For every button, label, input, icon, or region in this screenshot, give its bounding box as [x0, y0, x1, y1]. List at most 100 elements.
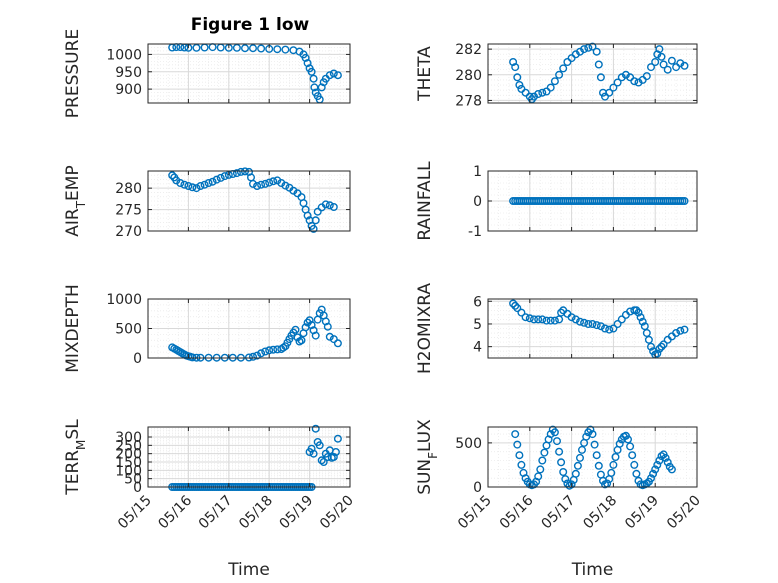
- data-point: [563, 58, 572, 67]
- data-point: [168, 171, 177, 180]
- data-point: [325, 332, 334, 341]
- data-point: [511, 63, 520, 72]
- data-point: [592, 321, 601, 330]
- data-point: [559, 64, 568, 73]
- data-point: [590, 440, 599, 449]
- data-markers: [168, 305, 342, 362]
- data-point: [248, 44, 257, 53]
- y-tick-label: 5: [473, 317, 482, 333]
- data-point: [204, 178, 213, 187]
- data-point: [534, 89, 543, 98]
- y-tick-label: 1000: [106, 47, 142, 63]
- data-point: [176, 178, 185, 187]
- y-tick-label: 270: [115, 224, 142, 240]
- subplot-2: 278 280 282 THETA: [415, 42, 698, 109]
- data-point: [613, 320, 622, 329]
- y-axis-label: THETA: [415, 46, 435, 102]
- data-point: [307, 444, 316, 453]
- data-point: [647, 342, 656, 351]
- data-point: [586, 425, 595, 434]
- data-point: [212, 175, 221, 184]
- data-point: [550, 316, 559, 325]
- data-point: [513, 73, 522, 82]
- data-point: [517, 308, 526, 317]
- axes-box: [487, 426, 698, 488]
- y-tick-label: 950: [115, 65, 142, 81]
- data-point: [281, 181, 290, 190]
- data-point: [240, 44, 249, 53]
- data-point: [236, 167, 245, 176]
- data-point: [315, 441, 324, 450]
- data-point: [188, 183, 197, 192]
- data-point: [513, 440, 522, 449]
- data-point: [319, 458, 328, 467]
- data-point: [634, 308, 643, 317]
- axes-box: [487, 43, 698, 104]
- data-point: [511, 430, 520, 439]
- data-point: [584, 320, 593, 329]
- data-point: [329, 69, 338, 78]
- data-point: [265, 178, 274, 187]
- data-point: [640, 322, 649, 331]
- data-point: [309, 74, 318, 83]
- data-point: [265, 346, 274, 355]
- data-point: [269, 345, 278, 354]
- axes-box: [147, 43, 351, 104]
- data-point: [323, 322, 332, 331]
- y-tick-label: 300: [115, 430, 142, 446]
- data-point: [613, 78, 622, 87]
- data-point: [536, 465, 545, 474]
- data-point: [329, 335, 338, 344]
- data-point: [672, 63, 681, 72]
- y-tick-label: 275: [115, 203, 142, 219]
- data-point: [200, 180, 209, 189]
- data-markers: [509, 42, 689, 104]
- data-point: [617, 73, 626, 82]
- y-axis-label: SUNFLUX: [415, 419, 440, 495]
- data-point: [596, 322, 605, 331]
- data-point: [651, 58, 660, 67]
- y-tick-label: 500: [115, 322, 142, 338]
- data-point: [557, 458, 566, 467]
- y-tick-label: 500: [455, 436, 482, 452]
- data-point: [546, 83, 555, 92]
- y-tick-label: 0: [133, 351, 142, 367]
- data-point: [333, 339, 342, 348]
- data-point: [680, 325, 689, 334]
- data-point: [621, 70, 630, 79]
- data-point: [592, 47, 601, 56]
- y-tick-label: 280: [115, 181, 142, 197]
- data-point: [261, 179, 270, 188]
- data-point: [638, 317, 647, 326]
- data-point: [321, 200, 330, 209]
- data-point: [538, 456, 547, 465]
- data-point: [208, 177, 217, 186]
- data-point: [571, 469, 580, 478]
- y-tick-label: 100: [115, 463, 142, 479]
- data-point: [180, 180, 189, 189]
- data-point: [596, 73, 605, 82]
- data-point: [626, 73, 635, 82]
- data-point: [617, 315, 626, 324]
- data-point: [553, 437, 562, 446]
- data-point: [667, 56, 676, 65]
- data-point: [611, 453, 620, 462]
- data-point: [216, 173, 225, 182]
- data-point: [571, 315, 580, 324]
- y-tick-label: 900: [115, 82, 142, 98]
- data-point: [530, 315, 539, 324]
- data-point: [555, 315, 564, 324]
- data-point: [632, 469, 641, 478]
- data-point: [511, 301, 520, 310]
- data-point: [184, 181, 193, 190]
- y-tick-label: 1000: [106, 292, 142, 308]
- data-point: [513, 304, 522, 313]
- data-point: [630, 77, 639, 86]
- data-markers: [511, 425, 676, 490]
- data-point: [257, 180, 266, 189]
- data-point: [601, 324, 610, 333]
- data-point: [257, 44, 266, 53]
- y-tick-label: 282: [455, 42, 482, 58]
